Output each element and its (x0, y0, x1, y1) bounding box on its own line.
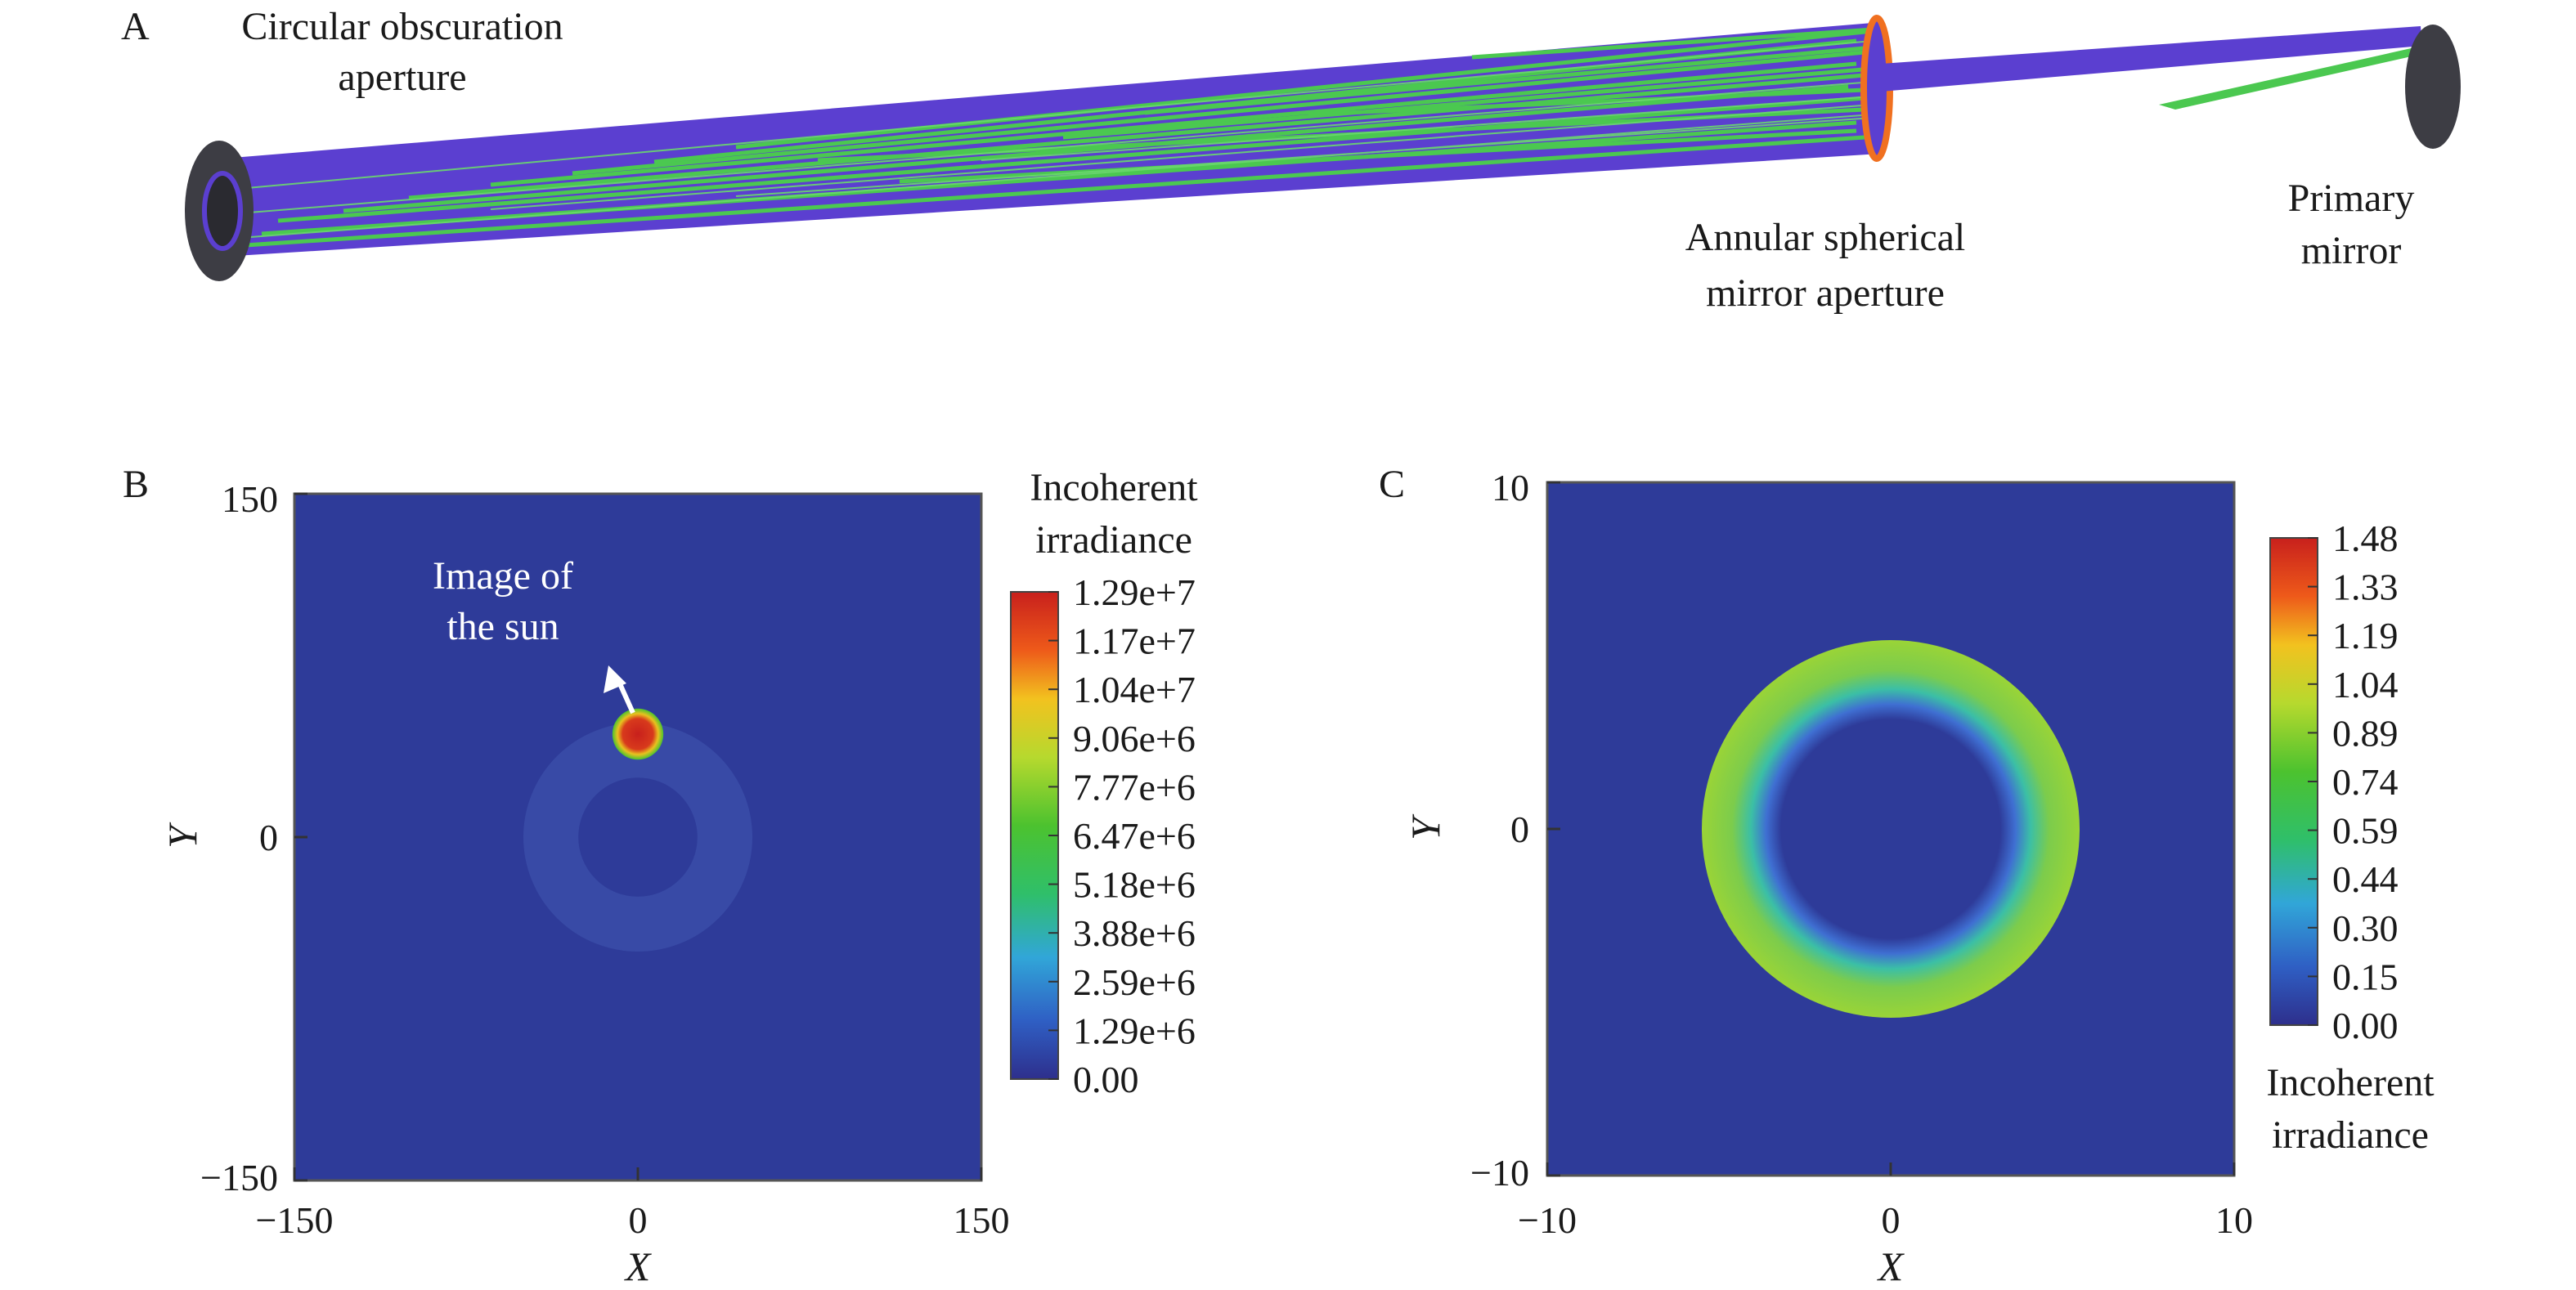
primary-mirror (2405, 25, 2461, 149)
label-annular-2: mirror aperture (1706, 271, 1945, 315)
colorbar-b-title-1: Incoherent (1030, 466, 1198, 509)
annotation-image-of-sun-2: the sun (447, 605, 559, 648)
x-tick-label: 0 (1882, 1199, 1901, 1241)
annotation-image-of-sun-1: Image of (433, 554, 573, 598)
x-axis-label: X (624, 1243, 653, 1289)
colorbar-tick-label: 1.19 (2332, 615, 2399, 656)
ray-streaks-fine (228, 40, 1874, 240)
annotation-arrow-head (604, 665, 626, 693)
heatmap-c-ring (1702, 640, 2080, 1018)
colorbar-tick-label: 5.18e+6 (1073, 864, 1196, 906)
colorbar-b-title-2: irradiance (1035, 518, 1192, 562)
y-tick-label: 150 (222, 478, 278, 520)
x-tick-label: −150 (256, 1199, 334, 1241)
x-tick-label: −10 (1518, 1199, 1577, 1241)
colorbar-tick-label: 0.30 (2332, 907, 2399, 949)
colorbar-c-title-2: irradiance (2272, 1113, 2429, 1157)
y-axis-label: Y (159, 822, 205, 849)
x-tick-label: 10 (2215, 1199, 2253, 1241)
panel-c-letter: C (1379, 463, 1405, 506)
colorbar-tick-label: 6.47e+6 (1073, 815, 1196, 857)
return-beam (2159, 46, 2422, 110)
colorbar-c-ticks: 1.48 1.33 1.19 1.04 0.89 0.74 0.59 0.44 0.30 0.15… (2308, 517, 2399, 1046)
colorbar-tick-label: 1.48 (2332, 517, 2399, 559)
label-annular-1: Annular spherical (1685, 216, 1966, 259)
colorbar-tick-label: 1.29e+7 (1073, 571, 1196, 613)
colorbar-tick-label: 0.74 (2332, 761, 2399, 803)
colorbar-tick-label: 1.04 (2332, 664, 2399, 705)
heatmap-b-sun-image (612, 708, 664, 760)
panel-a-letter: A (121, 5, 150, 48)
colorbar-tick-label: 1.04e+7 (1073, 669, 1196, 710)
label-primary-2: mirror (2301, 229, 2402, 272)
panel-c: C 10 0 −10 −10 0 10 X Y 1.48 1.33 1.19 1.04… (1379, 463, 2435, 1289)
y-tick-label: 0 (1510, 808, 1529, 850)
heatmap-b-plot-area (293, 492, 983, 1182)
label-circular-obscuration-1: Circular obscuration (241, 5, 563, 48)
colorbar-tick-label: 0.59 (2332, 810, 2399, 852)
y-tick-label: 0 (259, 817, 278, 858)
colorbar-tick-label: 0.00 (1073, 1059, 1139, 1100)
y-axis-label: Y (1402, 813, 1448, 840)
x-tick-label: 150 (954, 1199, 1010, 1241)
colorbar-tick-label: 1.17e+7 (1073, 620, 1196, 662)
label-primary-1: Primary (2288, 177, 2415, 220)
panel-b: B Image of the sun 150 0 −150 −150 0 150… (123, 463, 1198, 1289)
ray-streaks (245, 27, 1874, 248)
panel-b-letter: B (123, 463, 149, 506)
label-circular-obscuration-2: aperture (338, 56, 466, 99)
colorbar-c-title-1: Incoherent (2266, 1061, 2435, 1104)
aperture-inner (202, 171, 243, 251)
colorbar-tick-label: 0.44 (2332, 858, 2399, 900)
colorbar-tick-label: 0.00 (2332, 1005, 2399, 1046)
colorbar-tick-label: 0.15 (2332, 956, 2399, 997)
colorbar-tick-label: 1.29e+6 (1073, 1010, 1196, 1051)
heatmap-b-axis-ticks (293, 492, 983, 1182)
y-tick-label: −10 (1470, 1152, 1529, 1194)
colorbar-tick-label: 7.77e+6 (1073, 766, 1196, 808)
y-tick-label: −150 (200, 1157, 278, 1198)
x-tick-label: 0 (629, 1199, 648, 1241)
y-tick-label: 10 (1492, 467, 1529, 508)
colorbar-tick-label: 0.89 (2332, 712, 2399, 754)
colorbar-tick-label: 1.33 (2332, 567, 2399, 608)
colorbar-b-ticks: 1.29e+7 1.17e+7 1.04e+7 9.06e+6 7.77e+6 6.47e… (1048, 571, 1196, 1100)
colorbar-tick-label: 3.88e+6 (1073, 912, 1196, 954)
heatmap-c-axis-ticks (1546, 481, 2236, 1177)
beam-to-primary (1881, 26, 2422, 92)
colorbar-tick-label: 9.06e+6 (1073, 718, 1196, 759)
colorbar-tick-label: 2.59e+6 (1073, 961, 1196, 1003)
panel-a: A (121, 5, 2461, 315)
x-axis-label: X (1877, 1243, 1905, 1289)
